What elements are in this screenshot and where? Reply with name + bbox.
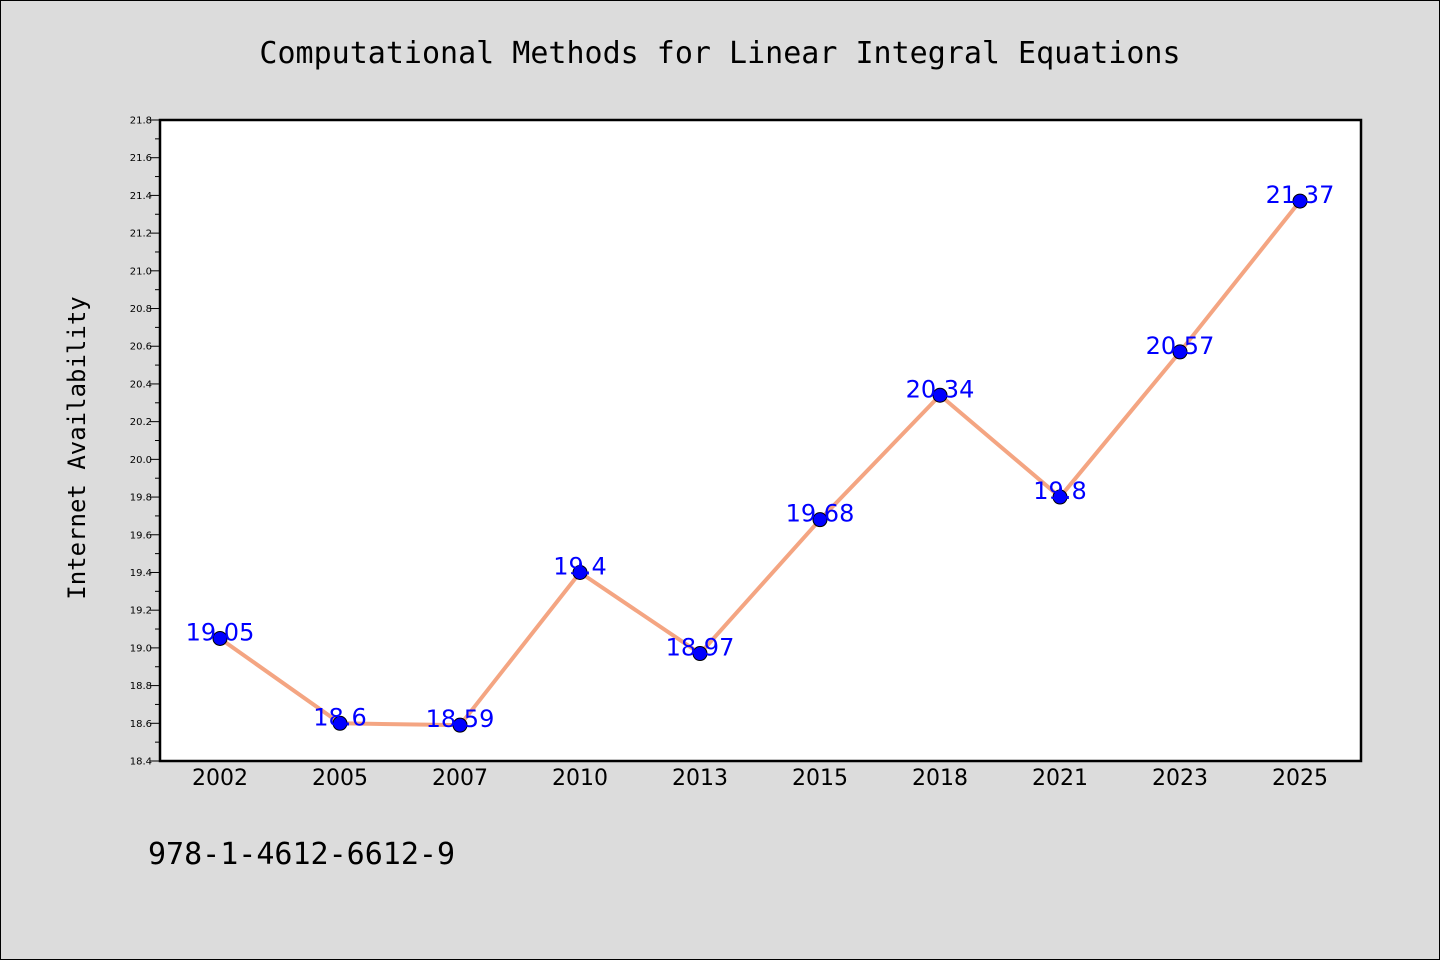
y-tick-label: 20.8 xyxy=(130,304,152,315)
y-tick-label: 19.8 xyxy=(130,493,152,504)
y-tick-label: 19.0 xyxy=(130,643,152,654)
y-axis-label: Internet Availability xyxy=(63,296,91,599)
data-point xyxy=(812,512,828,528)
data-point xyxy=(1052,489,1068,505)
x-tick-label: 2015 xyxy=(792,766,848,791)
data-point xyxy=(1292,193,1308,209)
x-tick-label: 2010 xyxy=(552,766,608,791)
data-label: 19.05 xyxy=(186,618,255,646)
y-tick-label: 21.6 xyxy=(130,153,152,164)
y-tick-label: 21.8 xyxy=(130,116,152,127)
data-label: 19.68 xyxy=(786,500,855,528)
x-tick-label: 2023 xyxy=(1152,766,1208,791)
y-tick-label: 18.4 xyxy=(130,757,152,768)
series-line xyxy=(218,199,1302,728)
x-tick-label: 2007 xyxy=(432,766,488,791)
data-labels: 19.05 18.6 18.59 19.4 18.97 19.68 20.34 19.8 20.… xyxy=(186,181,1335,733)
isbn-footer: 978-1-4612-6612-9 xyxy=(148,837,455,872)
data-point xyxy=(932,387,948,403)
y-tick-label: 20.6 xyxy=(130,342,152,353)
data-point xyxy=(692,646,708,662)
x-tick-label: 2025 xyxy=(1272,766,1328,791)
y-tick-label: 21.2 xyxy=(130,229,152,240)
y-tick-label: 18.8 xyxy=(130,681,152,692)
data-label: 20.34 xyxy=(906,375,975,403)
y-tick-label: 21.4 xyxy=(130,191,152,202)
data-point xyxy=(332,715,348,731)
y-tick-label: 21.0 xyxy=(130,266,152,277)
data-label: 21.37 xyxy=(1266,181,1335,209)
data-label: 18.6 xyxy=(313,703,366,731)
x-tick-label: 2018 xyxy=(912,766,968,791)
data-label: 18.97 xyxy=(666,634,735,662)
data-point xyxy=(1172,344,1188,360)
x-tick-label: 2002 xyxy=(192,766,248,791)
y-tick-label: 20.2 xyxy=(130,417,152,428)
y-tick-label: 19.6 xyxy=(130,530,152,541)
x-tick-label: 2021 xyxy=(1032,766,1088,791)
x-tick-label: 2005 xyxy=(312,766,368,791)
x-axis-ticks: 2002 2005 2007 2010 2013 2015 2018 2021 2023 2025 xyxy=(192,766,1328,791)
data-label: 19.8 xyxy=(1033,477,1086,505)
y-tick-label: 18.6 xyxy=(130,719,152,730)
y-tick-label: 19.2 xyxy=(130,606,152,617)
chart-title: Computational Methods for Linear Integra… xyxy=(259,36,1180,71)
y-axis-ticks: 18.4 18.6 18.8 19.0 19.2 19.4 19.6 19.8 20.0 20.2… xyxy=(130,116,160,768)
x-tick-label: 2013 xyxy=(672,766,728,791)
y-tick-label: 20.4 xyxy=(130,379,152,390)
series-markers xyxy=(212,193,1308,733)
data-point xyxy=(212,630,228,646)
data-point xyxy=(452,717,468,733)
y-tick-label: 20.0 xyxy=(130,455,152,466)
data-point xyxy=(572,564,588,580)
data-label: 19.4 xyxy=(553,552,606,580)
plot-area xyxy=(158,118,1363,763)
y-tick-label: 19.4 xyxy=(130,568,152,579)
series-line-group xyxy=(218,199,1302,728)
data-label: 18.59 xyxy=(426,705,495,733)
data-label: 20.57 xyxy=(1146,332,1215,360)
